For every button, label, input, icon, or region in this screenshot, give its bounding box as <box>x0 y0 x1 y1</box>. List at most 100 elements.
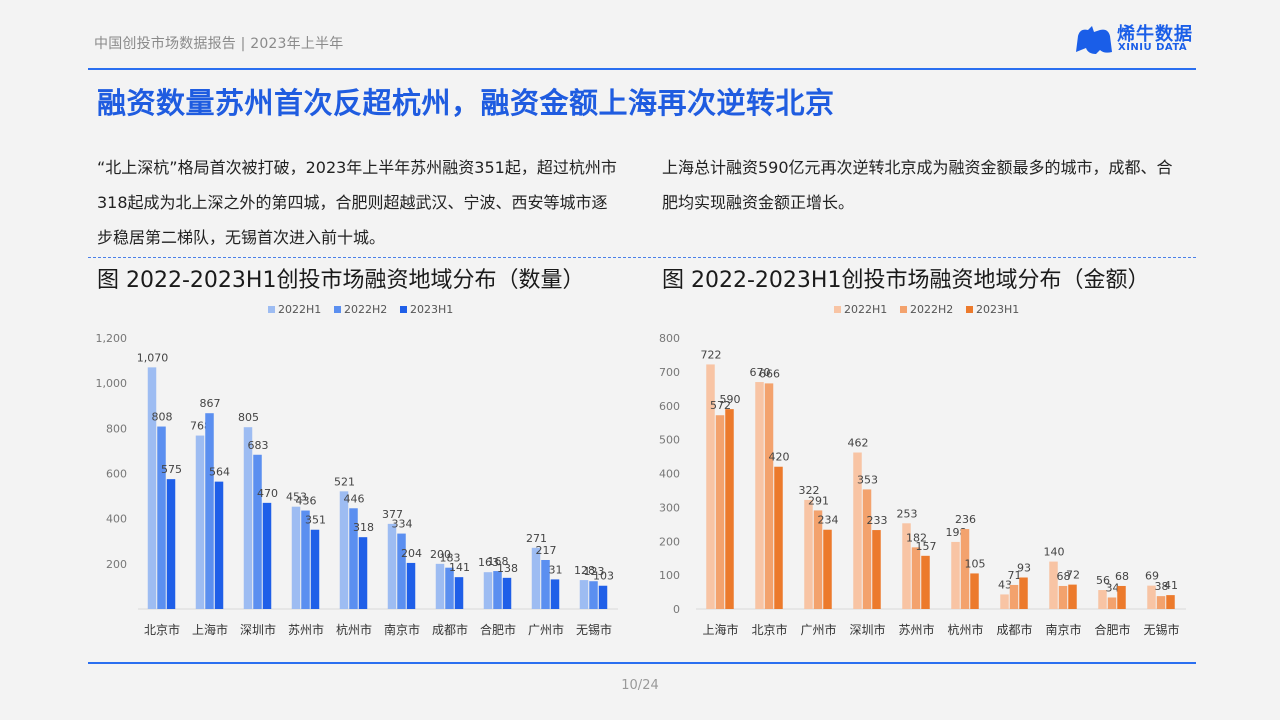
data-label: 446 <box>344 492 365 505</box>
legend-swatch-2022H2 <box>900 306 907 313</box>
legend-label-2023H1: 2023H1 <box>976 303 1019 316</box>
bar-深圳市-2022H1 <box>853 452 862 609</box>
y-tick-label: 400 <box>106 513 127 526</box>
data-label: 318 <box>353 521 374 534</box>
data-label: 805 <box>238 411 259 424</box>
bar-无锡市-2022H1 <box>1147 585 1156 609</box>
page-title: 融资数量苏州首次反超杭州，融资金额上海再次逆转北京 <box>97 86 835 120</box>
legend-label-2023H1: 2023H1 <box>410 303 453 316</box>
bar-南京市-2022H2 <box>1058 585 1068 609</box>
data-label: 521 <box>334 475 355 488</box>
bar-合肥市-2022H2 <box>493 571 502 609</box>
bar-广州市-2023H1 <box>550 579 560 609</box>
data-label: 56 <box>1096 574 1110 587</box>
y-tick-label: 1,200 <box>96 332 128 345</box>
x-tick-label: 成都市 <box>432 622 468 637</box>
data-label: 93 <box>1017 561 1031 574</box>
data-label: 683 <box>248 439 269 452</box>
data-label: 217 <box>536 544 557 557</box>
bar-合肥市-2023H1 <box>502 577 512 609</box>
data-label: 41 <box>1164 579 1178 592</box>
chart-title-count: 图 2022-2023H1创投市场融资地域分布（数量） <box>97 268 585 293</box>
y-tick-label: 600 <box>106 468 127 481</box>
legend-swatch-2023H1 <box>400 306 407 313</box>
x-tick-label: 上海市 <box>192 622 228 637</box>
legend-swatch-2022H1 <box>834 306 841 313</box>
y-tick-label: 300 <box>659 501 680 514</box>
x-tick-label: 杭州市 <box>947 622 983 637</box>
bar-合肥市-2023H1 <box>1117 585 1126 609</box>
data-label: 670 <box>750 366 771 379</box>
bar-南京市-2023H1 <box>1068 584 1077 609</box>
legend-swatch-2023H1 <box>966 306 973 313</box>
bar-南京市-2022H1 <box>387 523 397 609</box>
y-tick-label: 100 <box>659 569 680 582</box>
bar-杭州市-2022H2 <box>960 529 970 609</box>
x-tick-label: 深圳市 <box>849 622 885 637</box>
x-tick-label: 上海市 <box>702 622 738 637</box>
paragraph-right: 上海总计融资590亿元再次逆转北京成为融资金额最多的城市，成都、合肥均实现融资金… <box>662 158 1173 212</box>
bar-广州市-2022H2 <box>541 559 550 609</box>
bar-无锡市-2022H2 <box>1156 596 1166 609</box>
bar-北京市-2022H2 <box>764 383 774 609</box>
footer-divider <box>88 662 1196 664</box>
bar-深圳市-2023H1 <box>872 530 881 609</box>
y-tick-label: 400 <box>659 468 680 481</box>
x-tick-label: 苏州市 <box>898 622 934 637</box>
report-header: 中国创投市场数据报告 | 2023年上半年 <box>94 36 344 52</box>
data-label: 163 <box>478 556 499 569</box>
data-label: 722 <box>701 348 722 361</box>
data-label: 453 <box>286 491 307 504</box>
data-label: 234 <box>818 514 839 527</box>
legend-swatch-2022H1 <box>268 306 275 313</box>
data-label: 322 <box>799 484 820 497</box>
y-tick-label: 1,000 <box>96 377 128 390</box>
bar-南京市-2023H1 <box>406 562 416 609</box>
data-label: 103 <box>593 570 614 583</box>
data-label: 200 <box>430 548 451 561</box>
bar-合肥市-2022H1 <box>483 572 493 609</box>
bar-深圳市-2022H2 <box>862 489 872 609</box>
data-label: 666 <box>759 367 780 380</box>
legend-label-2022H1: 2022H1 <box>278 303 321 316</box>
bar-无锡市-2023H1 <box>1166 595 1175 609</box>
bar-杭州市-2023H1 <box>970 573 979 609</box>
bar-南京市-2022H1 <box>1049 561 1058 609</box>
data-label: 182 <box>906 531 927 544</box>
data-label: 236 <box>955 513 976 526</box>
bar-广州市-2022H1 <box>531 547 541 609</box>
section-divider <box>88 257 1196 258</box>
x-tick-label: 南京市 <box>1045 622 1081 637</box>
header-divider <box>88 68 1196 70</box>
x-tick-label: 合肥市 <box>480 622 516 637</box>
data-label: 334 <box>392 518 413 531</box>
data-label: 34 <box>1106 581 1120 594</box>
data-label: 575 <box>161 463 182 476</box>
bar-深圳市-2022H1 <box>243 427 253 609</box>
bar-杭州市-2022H1 <box>951 541 960 609</box>
bar-上海市-2022H2 <box>715 415 725 609</box>
data-label: 867 <box>200 397 221 410</box>
data-label: 128 <box>574 564 595 577</box>
bar-苏州市-2022H2 <box>911 547 921 609</box>
data-label: 123 <box>584 565 605 578</box>
x-tick-label: 苏州市 <box>288 622 324 637</box>
legend-label-2022H2: 2022H2 <box>344 303 387 316</box>
bar-苏州市-2022H1 <box>291 506 301 609</box>
x-tick-label: 北京市 <box>144 622 180 637</box>
bar-合肥市-2022H2 <box>1107 597 1117 609</box>
bar-成都市-2022H1 <box>435 563 445 609</box>
chart-title-amount: 图 2022-2023H1创投市场融资地域分布（金额） <box>662 268 1150 293</box>
x-tick-label: 合肥市 <box>1094 622 1130 637</box>
bar-广州市-2022H1 <box>804 499 813 609</box>
bar-苏州市-2022H2 <box>301 510 310 609</box>
y-tick-label: 700 <box>659 366 680 379</box>
data-label: 470 <box>257 487 278 500</box>
data-label: 377 <box>382 508 403 521</box>
data-label: 43 <box>998 578 1012 591</box>
data-label: 590 <box>720 393 741 406</box>
chart-legend: 2022H1 2022H2 2023H1 <box>268 303 453 316</box>
data-label: 808 <box>152 411 173 424</box>
bar-北京市-2023H1 <box>774 466 783 609</box>
data-label: 72 <box>1066 569 1080 582</box>
